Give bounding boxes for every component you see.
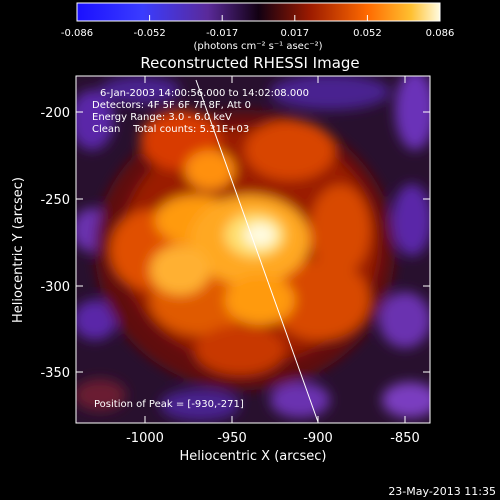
rhessi-image: [76, 76, 430, 423]
plot-title: Reconstructed RHESSI Image: [140, 54, 359, 72]
info-clean-counts: Clean Total counts: 5.31E+03: [92, 124, 249, 135]
footer-timestamp: 23-May-2013 11:35: [388, 485, 496, 498]
colorbar: [76, 2, 441, 22]
colorbar-tick-label: 0.052: [353, 28, 382, 39]
x-tick-label: -850: [390, 431, 420, 446]
colorbar-tick-label: -0.017: [206, 28, 238, 39]
y-tick-label: -350: [40, 366, 70, 381]
y-tick-label: -200: [40, 106, 70, 121]
plot-frame: [75, 75, 431, 424]
peak-position-label: Position of Peak = [-930,-271]: [94, 399, 244, 410]
y-tick-label: -250: [40, 193, 70, 208]
x-tick-label: -900: [303, 431, 333, 446]
solar-limb-line: [195, 79, 319, 423]
y-tick-label: -300: [40, 280, 70, 295]
x-axis-ticks: [76, 76, 430, 423]
colorbar-tick-label: -0.052: [133, 28, 165, 39]
colorbar-tick-label: 0.086: [426, 28, 455, 39]
x-axis-label: Heliocentric X (arcsec): [180, 449, 327, 464]
info-detectors: Detectors: 4F 5F 6F 7F 8F, Att 0: [92, 100, 251, 111]
y-axis-label: Heliocentric Y (arcsec): [11, 177, 26, 323]
x-tick-label: -1000: [126, 431, 164, 446]
colorbar-ticks: [76, 15, 441, 21]
colorbar-tick-label: 0.017: [280, 28, 309, 39]
info-energy-range: Energy Range: 3.0 - 6.0 keV: [92, 112, 232, 123]
x-tick-label: -950: [217, 431, 247, 446]
info-time-range: 6-Jan-2003 14:00:56.000 to 14:02:08.000: [100, 88, 309, 99]
colorbar-tick-label: -0.086: [61, 28, 93, 39]
colorbar-unit-label: (photons cm⁻² s⁻¹ asec⁻²): [193, 41, 322, 52]
